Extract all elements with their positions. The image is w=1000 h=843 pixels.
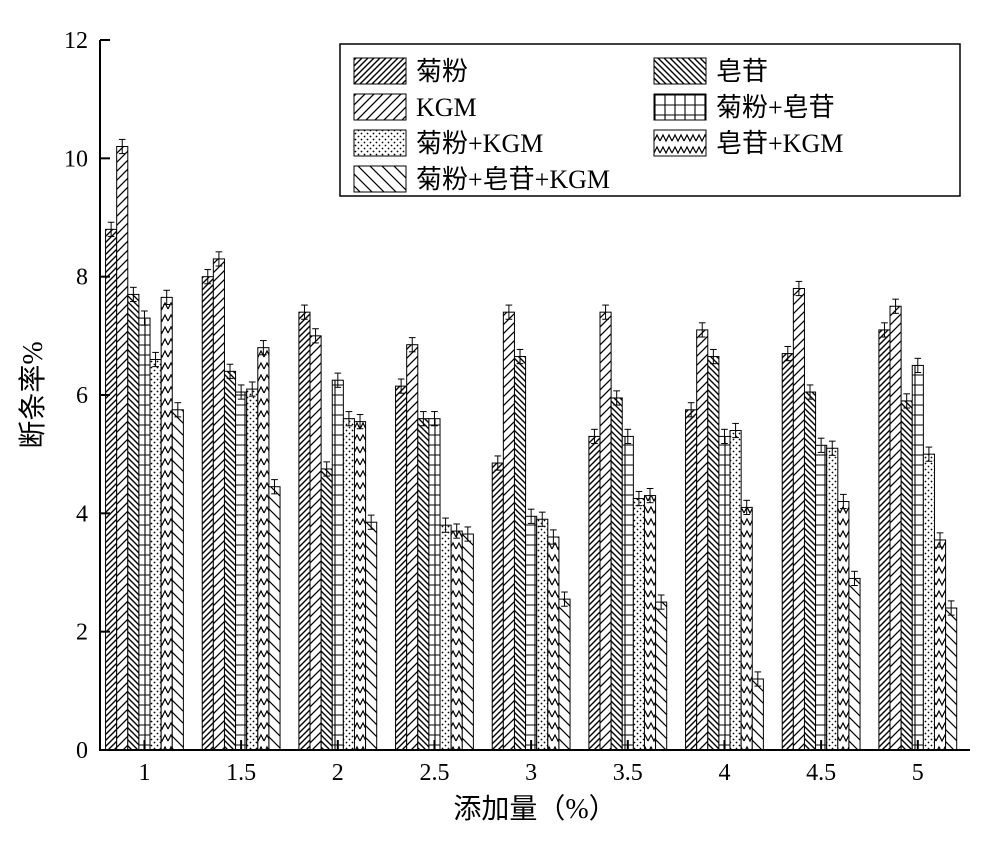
ytick-label: 10: [64, 146, 88, 172]
bar-inulin_sap: [719, 436, 730, 750]
bar-inulin: [879, 330, 890, 750]
bar-inulin: [492, 463, 503, 750]
xtick-label: 2.5: [419, 760, 449, 786]
chart-svg: 0 2 4 6 8 10 12 1 1.5 2 2.5 3 3.5 4 4.5 5 断条率% 添加量（%） 菊粉 KG…: [0, 0, 1000, 843]
bar-kgm: [213, 259, 224, 750]
bar-all3: [462, 534, 473, 750]
bar-inulin: [396, 386, 407, 750]
bar-all3: [849, 578, 860, 750]
bar-inulin_kgm: [343, 419, 354, 750]
bar-saponin: [321, 469, 332, 750]
bar-inulin_kgm: [633, 499, 644, 750]
bar-sap_kgm: [644, 496, 655, 750]
xtick-label: 3: [525, 760, 537, 786]
x-axis-label: 添加量（%）: [453, 793, 616, 825]
bar-inulin_kgm: [150, 360, 161, 751]
bar-saponin: [804, 392, 815, 750]
bar-inulin_sap: [139, 318, 150, 750]
legend-swatch-inulin_kgm: [354, 130, 406, 156]
bar-inulin_kgm: [730, 431, 741, 751]
bar-saponin: [611, 398, 622, 750]
bar-inulin_kgm: [537, 519, 548, 750]
ytick-label: 2: [76, 620, 88, 646]
bar-sap_kgm: [741, 507, 752, 750]
legend-swatch-inulin: [354, 58, 406, 84]
bar-kgm: [890, 306, 901, 750]
bar-all3: [366, 522, 377, 750]
legend-label-inulin_sap: 菊粉+皂苷: [716, 93, 835, 122]
bar-sap_kgm: [838, 502, 849, 751]
bar-saponin: [708, 357, 719, 750]
bar-inulin_sap: [236, 392, 247, 750]
bar-saponin: [128, 294, 139, 750]
bar-kgm: [600, 312, 611, 750]
bar-inulin_kgm: [827, 448, 838, 750]
bar-sap_kgm: [451, 531, 462, 750]
y-axis-label: 断条率%: [17, 341, 49, 448]
legend-label-inulin_kgm: 菊粉+KGM: [416, 129, 543, 158]
bar-kgm: [697, 330, 708, 750]
bar-sap_kgm: [548, 537, 559, 750]
ytick-label: 8: [76, 265, 88, 291]
bar-sap_kgm: [258, 348, 269, 750]
bar-inulin: [782, 354, 793, 750]
bar-saponin: [418, 419, 429, 750]
bar-inulin: [686, 410, 697, 750]
bar-all3: [269, 487, 280, 750]
bar-kgm: [310, 336, 321, 750]
xtick-label: 4: [718, 760, 730, 786]
xtick-label: 1: [138, 760, 150, 786]
xtick-label: 1.5: [226, 760, 256, 786]
xtick-label: 5: [912, 760, 924, 786]
bar-inulin: [202, 277, 213, 750]
bar-inulin_sap: [622, 436, 633, 750]
bar-inulin_sap: [332, 380, 343, 750]
bar-inulin_kgm: [247, 389, 258, 750]
xtick-label: 3.5: [613, 760, 643, 786]
bar-saponin: [514, 357, 525, 750]
legend-label-inulin: 菊粉: [416, 57, 468, 86]
bar-kgm: [407, 345, 418, 750]
xtick-label: 2: [332, 760, 344, 786]
legend-label-saponin: 皂苷: [716, 57, 768, 86]
legend-swatch-sap_kgm: [654, 130, 706, 156]
bar-inulin: [106, 229, 117, 750]
legend-swatch-kgm: [354, 94, 406, 120]
bar-all3: [946, 608, 957, 750]
chart-root: 0 2 4 6 8 10 12 1 1.5 2 2.5 3 3.5 4 4.5 5 断条率% 添加量（%） 菊粉 KG…: [0, 0, 1000, 843]
bar-inulin: [589, 436, 600, 750]
ytick-label: 4: [76, 501, 88, 527]
bar-sap_kgm: [934, 540, 945, 750]
bar-kgm: [793, 289, 804, 751]
bar-all3: [172, 410, 183, 750]
bar-inulin_sap: [429, 419, 440, 750]
ytick-label: 12: [64, 28, 88, 54]
ytick-label: 0: [76, 738, 88, 764]
legend-swatch-all3: [354, 166, 406, 192]
bar-inulin: [299, 312, 310, 750]
bar-all3: [752, 679, 763, 750]
bar-saponin: [901, 401, 912, 750]
bar-kgm: [117, 147, 128, 751]
bar-all3: [656, 602, 667, 750]
bar-all3: [559, 599, 570, 750]
bar-sap_kgm: [161, 297, 172, 750]
legend-swatch-saponin: [654, 58, 706, 84]
legend-label-kgm: KGM: [416, 93, 477, 122]
legend-swatch-inulin_sap: [654, 94, 706, 120]
xtick-label: 4.5: [806, 760, 836, 786]
bar-inulin_sap: [526, 516, 537, 750]
ytick-label: 6: [76, 383, 88, 409]
bar-saponin: [224, 371, 235, 750]
bar-inulin_sap: [912, 365, 923, 750]
bar-inulin_sap: [816, 445, 827, 750]
bar-inulin_kgm: [440, 525, 451, 750]
bar-inulin_kgm: [923, 454, 934, 750]
legend-label-all3: 菊粉+皂苷+KGM: [416, 165, 610, 194]
bar-kgm: [503, 312, 514, 750]
bar-sap_kgm: [354, 422, 365, 750]
legend-label-sap_kgm: 皂苷+KGM: [716, 129, 843, 158]
